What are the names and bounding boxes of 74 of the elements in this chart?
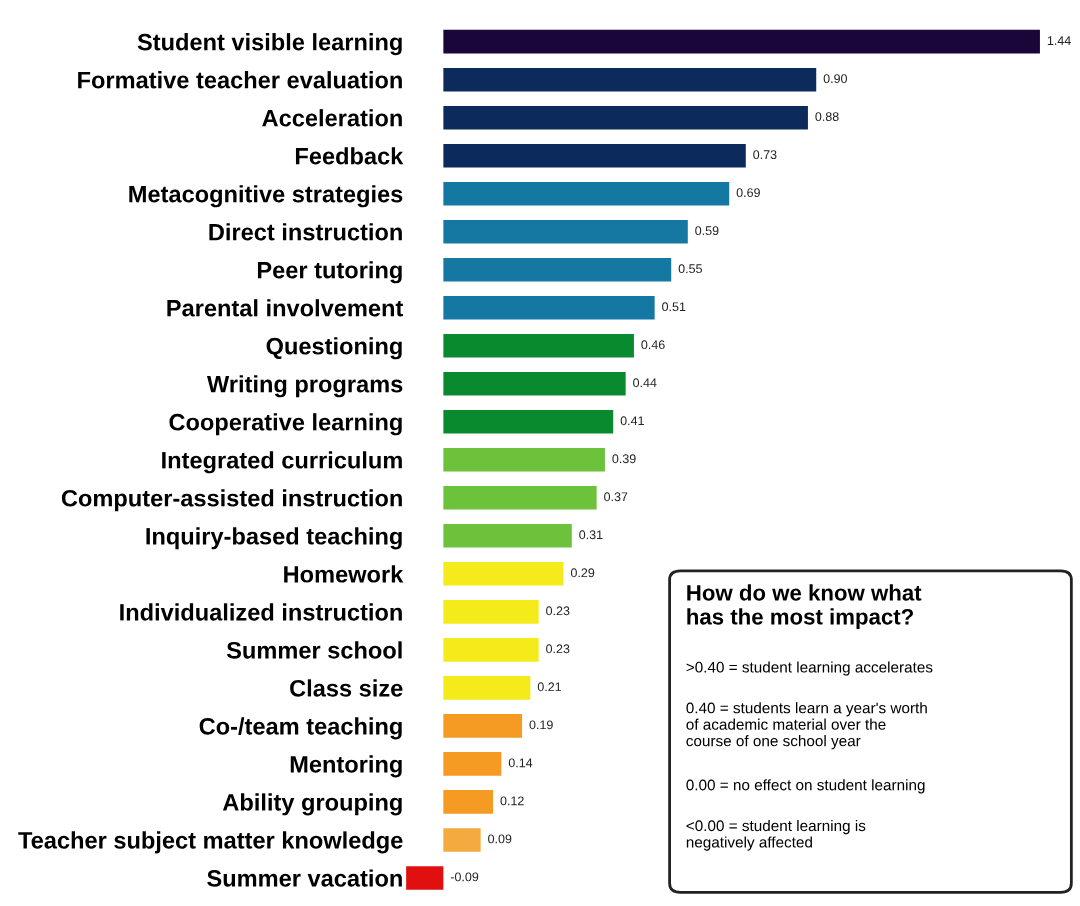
bar [443,790,494,814]
data-label: 0.88 [815,112,839,122]
data-label: 0.90 [823,74,848,84]
bar [443,486,597,510]
bar [443,143,746,168]
bar [443,295,655,320]
y-tick-label: Feedback [295,147,404,165]
data-label: 0.41 [620,416,644,426]
data-label: -0.09 [450,872,479,882]
data-label: 0.39 [612,454,636,464]
bar [443,219,688,244]
bar [406,866,444,890]
data-label: 0.55 [678,264,702,274]
bar [443,67,817,92]
y-tick-label: Inquiry-based teaching [146,527,402,550]
annotation: How do we know what has the most impact? [687,584,922,630]
data-label: 0.73 [753,150,777,160]
data-label: 0.14 [508,758,533,768]
y-tick-label: Class size [290,679,403,697]
y-tick-label: Individualized instruction [120,603,402,621]
y-tick-label: Writing programs [206,375,403,398]
bar [443,676,531,700]
y-tick-label: Ability grouping [222,793,402,816]
y-tick-label: Co-/team teaching [199,717,402,740]
bar [443,828,481,852]
y-tick-label: Mentoring [290,755,402,778]
y-tick-label: Student visible learning [137,33,402,56]
bar [443,105,808,130]
y-tick-label: Cooperative learning [169,413,402,436]
annotation: 0.40 = students learn a year's worth of academic material over the course of one school year [686,702,927,750]
y-tick-label: Summer school [226,641,402,659]
y-tick-label: Acceleration [262,109,402,127]
y-tick-label: Computer-assisted instruction [61,489,402,512]
data-label: 0.23 [546,644,570,654]
y-tick-label: Integrated curriculum [162,451,402,474]
bar [443,29,1040,54]
data-label: 0.12 [500,796,524,806]
bar [443,638,539,662]
bar [443,752,502,776]
data-label: 0.46 [641,340,665,350]
data-label: 0.59 [695,226,719,236]
data-label: 0.09 [488,834,512,844]
annotation: >0.40 = student learning accelerates [686,661,933,676]
data-label: 1.44 [1047,36,1071,45]
y-tick-label: Homework [284,565,404,583]
data-label: 0.51 [662,302,686,312]
bar [443,410,614,434]
annotation: <0.00 = student learning is negatively affected [686,819,866,851]
y-tick-label: Metacognitive strategies [129,185,403,208]
bar [443,448,605,472]
y-tick-label: Formative teacher evaluation [78,71,402,89]
data-label: 0.29 [570,568,595,578]
data-label: 0.69 [736,188,760,198]
y-tick-label: Summer vacation [207,869,402,887]
data-label: 0.21 [537,682,562,692]
y-tick-label: Peer tutoring [257,261,402,284]
y-tick-label: Direct instruction [209,223,402,241]
data-label: 0.31 [579,530,603,540]
y-tick-label: Parental involvement [167,299,404,317]
bar [443,257,672,282]
bar [443,714,523,738]
bar [443,181,730,206]
y-tick-label: Teacher subject matter knowledge [18,831,403,854]
bar [443,562,564,586]
y-tick-label: Questioning [266,337,402,360]
annotation: 0.00 = no effect on student learning [686,779,925,794]
data-label: 0.23 [546,606,570,616]
bar [443,524,572,548]
bar [443,371,626,396]
data-label: 0.44 [633,378,657,388]
data-label: 0.37 [604,492,628,502]
bar [443,333,634,358]
bar [443,600,539,624]
data-label: 0.19 [529,720,553,730]
